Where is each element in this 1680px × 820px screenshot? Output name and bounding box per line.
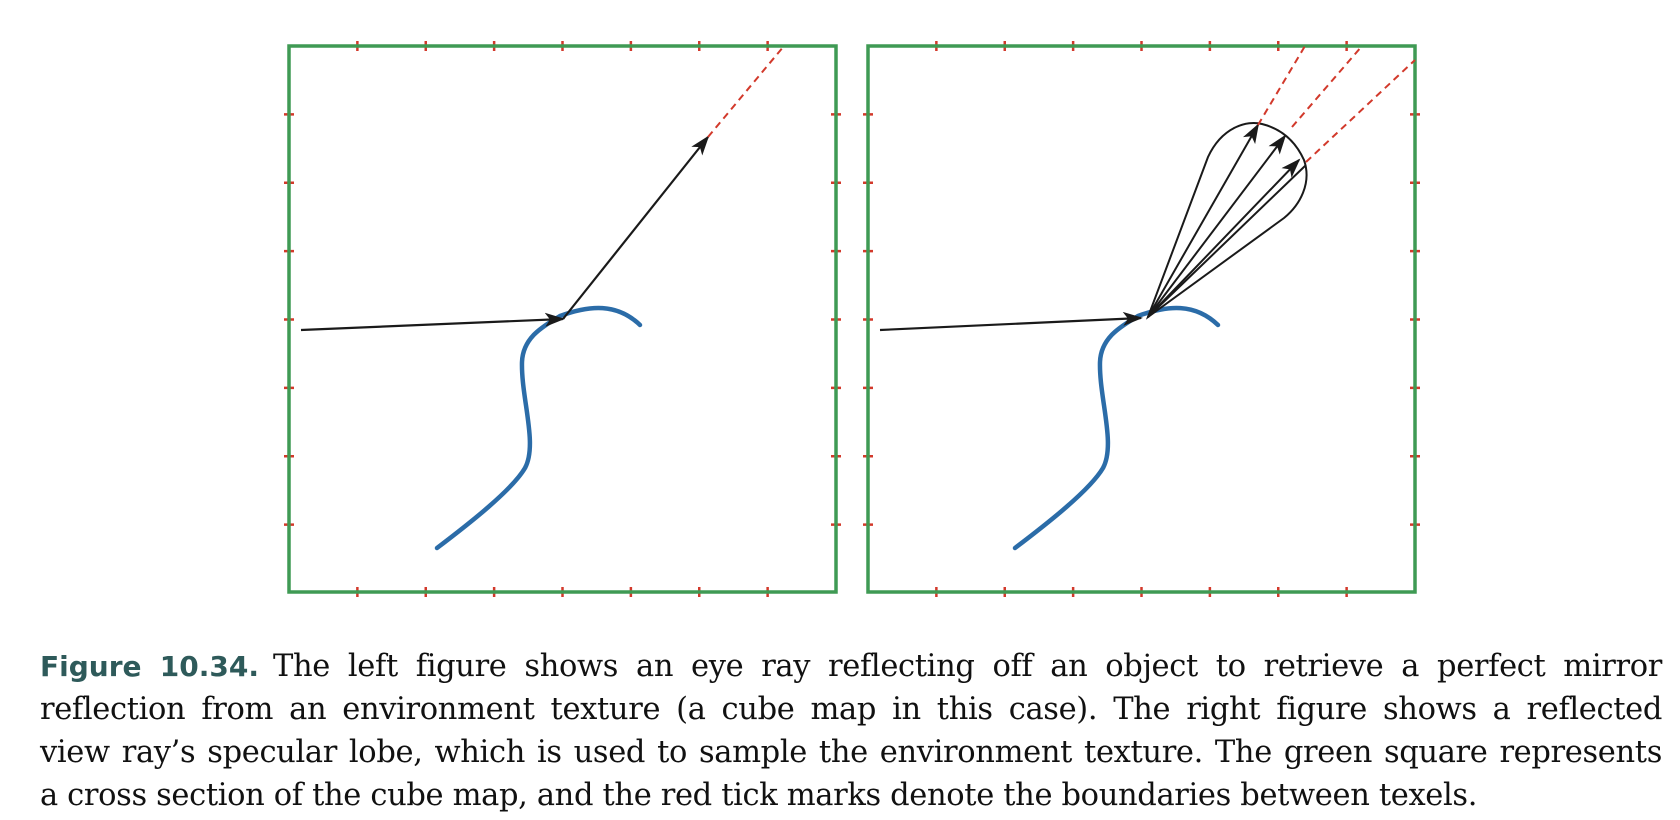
lobe-extension-1 bbox=[1257, 45, 1306, 126]
lobe-ray-2 bbox=[1147, 134, 1287, 318]
caption-line-1: Figure 10.34. The left figure shows an ey… bbox=[40, 645, 1662, 688]
eye-ray-right bbox=[879, 311, 1143, 332]
cube-map-square-right bbox=[866, 44, 1417, 594]
lobe-extension-3 bbox=[1305, 59, 1416, 163]
lobe-ray-1 bbox=[1147, 123, 1259, 318]
left-panel bbox=[284, 41, 841, 597]
figure-caption: Figure 10.34. The left figure shows an ey… bbox=[40, 645, 1662, 817]
caption-line-3: view ray’s specular lobe, which is used … bbox=[40, 735, 1662, 770]
caption-text-1: The left figure shows an eye ray reflect… bbox=[273, 649, 1662, 684]
specular-lobe-outline bbox=[1145, 122, 1308, 320]
lobe-ray-4 bbox=[1147, 164, 1307, 318]
object-curve-right bbox=[1012, 305, 1221, 551]
lobe-ray-3 bbox=[1147, 158, 1301, 318]
texel-ticks-right bbox=[863, 41, 1420, 597]
lobe-extension-2 bbox=[1291, 45, 1363, 128]
caption-line-2: reflection from an environment texture (… bbox=[40, 692, 1662, 727]
caption-line-4: a cross section of the cube map, and the… bbox=[40, 778, 1478, 813]
cube-map-square-left bbox=[287, 44, 838, 594]
figure-diagram bbox=[284, 41, 1420, 597]
reflected-ray-left bbox=[562, 135, 710, 320]
object-curve-left bbox=[434, 305, 643, 551]
right-panel bbox=[863, 41, 1420, 597]
reflected-ray-extension-left bbox=[707, 45, 785, 138]
eye-ray-left bbox=[300, 312, 565, 332]
figure-label: Figure 10.34. bbox=[40, 650, 260, 683]
